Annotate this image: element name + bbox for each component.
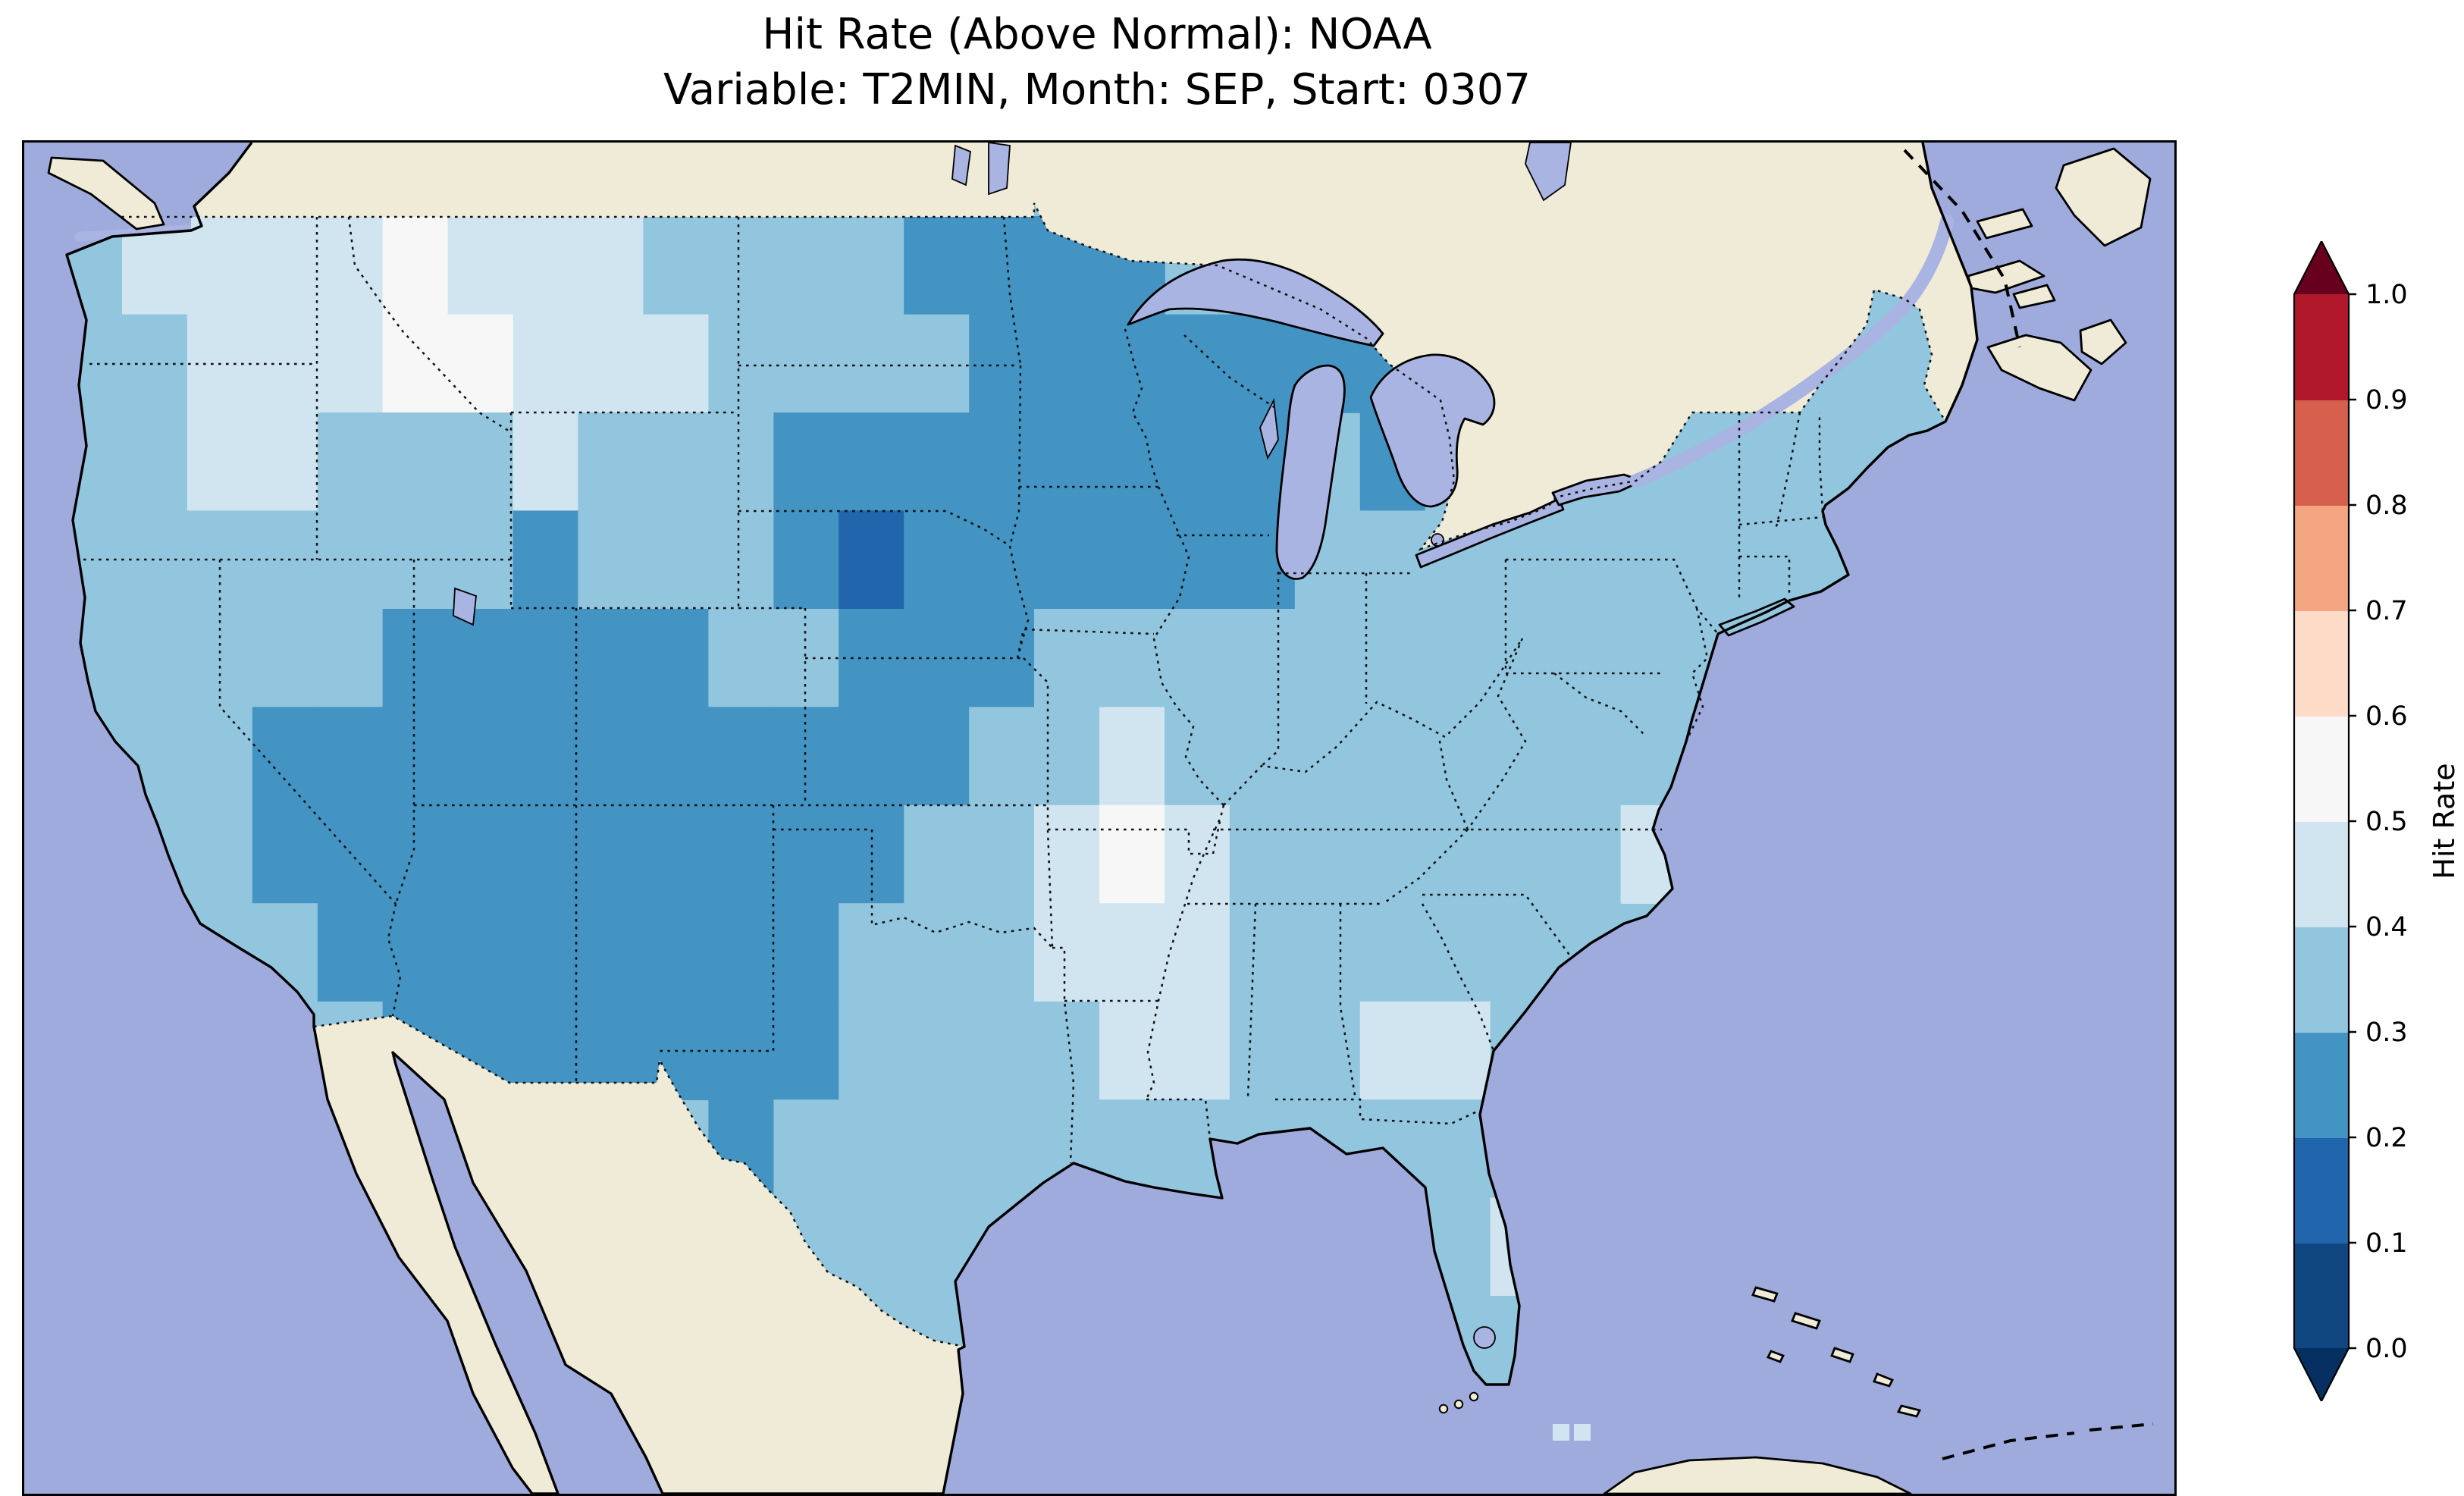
colorbar-label: Hit Rate xyxy=(2428,763,2461,880)
cape-breton-island xyxy=(2079,318,2127,365)
great-salt-lake xyxy=(453,587,477,626)
lake-st-clair xyxy=(1431,533,1444,547)
conus-hit-rate-map xyxy=(24,143,2174,1494)
green-bay xyxy=(1259,397,1279,460)
map-axes xyxy=(22,140,2177,1496)
stray-cell xyxy=(1553,1424,1569,1441)
svg-text:0.1: 0.1 xyxy=(2365,1228,2408,1259)
svg-text:0.2: 0.2 xyxy=(2365,1123,2408,1153)
state-borders xyxy=(83,216,1824,1164)
svg-text:0.5: 0.5 xyxy=(2365,807,2408,837)
bahamas-islands xyxy=(1751,1286,1922,1418)
strait-of-juan-de-fuca xyxy=(74,224,199,241)
lake-superior xyxy=(1127,258,1384,347)
maritime-boundary-dashes xyxy=(1903,149,2154,1460)
nova-scotia xyxy=(1986,334,2093,402)
svg-text:0.3: 0.3 xyxy=(2365,1018,2408,1048)
coastline xyxy=(65,143,1979,1494)
chart-title-line1: Hit Rate (Above Normal): NOAA xyxy=(762,10,1432,59)
svg-text:0.0: 0.0 xyxy=(2365,1334,2408,1364)
colorbar: 1.0 0.9 0.8 0.7 0.6 0.5 0.4 0.3 0.2 0.1 0.0 xyxy=(2291,241,2420,1401)
lake-huron xyxy=(1369,353,1496,508)
lake-michigan xyxy=(1275,364,1346,580)
prince-edward-island xyxy=(2012,284,2056,309)
florida-keys xyxy=(1438,1391,1479,1414)
svg-text:0.6: 0.6 xyxy=(2365,701,2408,732)
lake-ontario xyxy=(1551,473,1644,507)
newfoundland-island xyxy=(2055,147,2152,247)
st-lawrence-river xyxy=(1629,215,1954,488)
chart-title: Hit Rate (Above Normal): NOAA Variable: … xyxy=(22,8,2172,118)
chart-title-line2: Variable: T2MIN, Month: SEP, Start: 0307 xyxy=(663,64,1531,114)
colorbar-svg: 1.0 0.9 0.8 0.7 0.6 0.5 0.4 0.3 0.2 0.1 0.0 xyxy=(2293,241,2408,1401)
svg-text:0.9: 0.9 xyxy=(2365,385,2408,416)
us-canada-border xyxy=(121,202,1947,551)
svg-text:0.7: 0.7 xyxy=(2365,596,2408,626)
stray-cell xyxy=(1574,1424,1591,1441)
lake-okeechobee xyxy=(1473,1326,1496,1349)
vancouver-island xyxy=(47,156,165,231)
lake-manitoba xyxy=(951,144,971,187)
svg-text:0.4: 0.4 xyxy=(2365,912,2408,942)
james-bay xyxy=(1525,143,1572,202)
svg-text:0.8: 0.8 xyxy=(2365,491,2408,521)
svg-text:1.0: 1.0 xyxy=(2365,280,2408,310)
lake-winnipeg xyxy=(988,143,1011,196)
cuba xyxy=(1603,1456,1912,1494)
anticosti-island xyxy=(1976,208,2033,240)
